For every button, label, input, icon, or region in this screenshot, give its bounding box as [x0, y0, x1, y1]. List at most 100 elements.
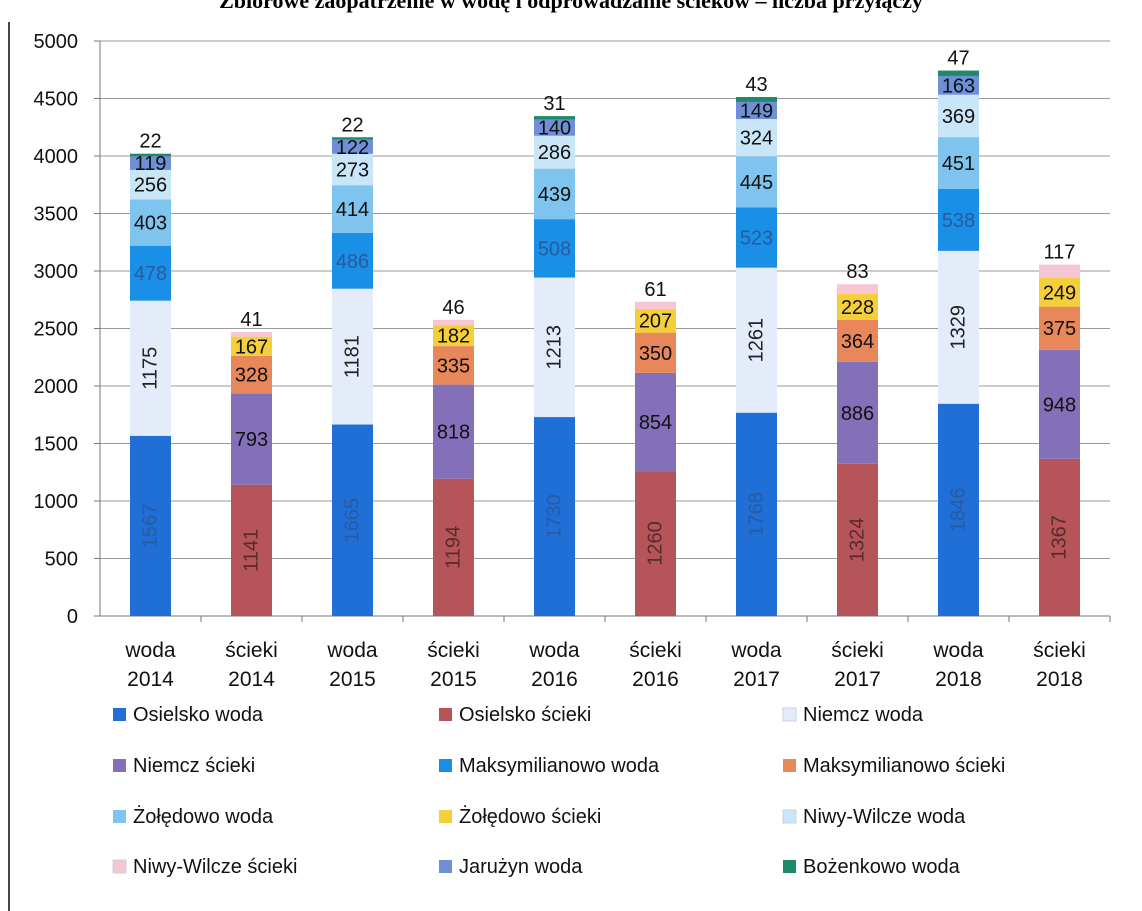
data-label: 1567	[140, 504, 162, 549]
bar-segment	[332, 288, 373, 425]
bar-segment	[837, 361, 878, 464]
bar-segment	[332, 139, 373, 154]
legend-label: Niemcz ścieki	[133, 755, 255, 777]
bar-segment	[1039, 349, 1080, 459]
bar-segment	[736, 156, 777, 208]
bar-segment	[1039, 278, 1080, 307]
bar-segment	[231, 355, 272, 394]
legend-label: Żołędowo ścieki	[459, 805, 601, 828]
bar-segment	[1039, 458, 1080, 616]
x-tick-label: 2014	[127, 668, 174, 691]
x-tick-label: woda	[528, 639, 580, 662]
data-label: 324	[740, 128, 773, 150]
bar-segment	[534, 219, 575, 278]
data-label: 350	[639, 343, 672, 365]
x-tick-label: ścieki	[629, 639, 682, 662]
data-label: 1175	[140, 347, 162, 390]
legend-label: Bożenkowo woda	[803, 856, 961, 878]
data-label: 854	[639, 412, 672, 434]
data-label: 369	[942, 106, 975, 128]
bar-segment	[130, 153, 171, 157]
data-label: 43	[745, 74, 767, 96]
bar-segment	[433, 319, 474, 326]
bar-segment	[332, 153, 373, 186]
bar-segment	[534, 277, 575, 418]
bar-segment	[231, 336, 272, 356]
data-label: 207	[639, 311, 672, 333]
data-label: 119	[135, 153, 167, 175]
x-tick-label: ścieki	[427, 639, 480, 662]
bar-segment	[1039, 264, 1080, 279]
bar-segment	[332, 185, 373, 233]
x-tick-label: 2015	[329, 668, 376, 691]
bar-segment	[231, 484, 272, 616]
data-label: 1324	[847, 518, 869, 563]
bar-segment	[938, 250, 979, 404]
y-tick-label: 3000	[34, 261, 79, 283]
data-label: 1665	[342, 498, 364, 543]
data-label: 83	[846, 261, 868, 283]
bar-segment	[837, 319, 878, 362]
data-label: 1261	[746, 318, 768, 363]
data-label: 117	[1044, 242, 1076, 264]
data-label: 523	[740, 228, 773, 250]
legend-swatch	[439, 860, 452, 873]
data-label: 948	[1043, 394, 1076, 416]
bar-segment	[332, 424, 373, 616]
data-label: 793	[235, 429, 268, 451]
bar-segment	[130, 435, 171, 616]
data-label: 1141	[241, 529, 263, 572]
legend-label: Niwy-Wilcze woda	[803, 806, 966, 828]
legend-swatch	[439, 759, 452, 772]
data-label: 167	[235, 336, 268, 358]
y-tick-label: 3500	[34, 204, 79, 226]
x-tick-label: woda	[124, 639, 176, 662]
y-tick-label: 1500	[34, 434, 79, 456]
bar-segment	[433, 325, 474, 347]
data-label: 375	[1043, 318, 1076, 340]
data-label: 228	[841, 297, 874, 319]
data-label: 47	[947, 48, 969, 70]
x-tick-label: woda	[932, 639, 984, 662]
data-label: 328	[235, 365, 268, 387]
bar-segment	[736, 119, 777, 157]
legend-swatch	[113, 708, 126, 721]
data-label: 46	[442, 297, 464, 319]
y-tick-label: 1000	[34, 491, 79, 513]
data-label: 403	[134, 213, 167, 235]
data-label: 31	[543, 93, 565, 115]
x-tick-label: woda	[326, 639, 378, 662]
data-label: 886	[841, 403, 874, 425]
bar-segment	[736, 97, 777, 102]
bar-segment	[130, 245, 171, 301]
legend-label: Niwy-Wilcze ścieki	[133, 856, 297, 878]
data-label: 1194	[443, 526, 465, 569]
bar-segment	[938, 94, 979, 138]
data-label: 122	[336, 137, 369, 159]
x-tick-label: 2017	[834, 668, 881, 691]
bar-segment	[130, 199, 171, 246]
legend-label: Osielsko ścieki	[459, 704, 591, 726]
data-label: 1768	[746, 492, 768, 537]
data-label: 508	[538, 238, 571, 260]
y-tick-label: 4500	[34, 89, 79, 111]
bar-segment	[938, 137, 979, 190]
bar-segment	[938, 70, 979, 76]
bar-segment	[130, 156, 171, 170]
bar-segment	[433, 478, 474, 616]
data-label: 439	[538, 184, 571, 206]
bar-segment	[231, 331, 272, 337]
data-label: 182	[437, 326, 470, 348]
data-label: 1367	[1049, 515, 1071, 560]
data-label: 486	[336, 251, 369, 273]
x-tick-label: 2018	[935, 668, 982, 691]
legend-swatch	[782, 809, 797, 824]
data-label: 1213	[544, 325, 566, 370]
data-label: 286	[538, 142, 571, 164]
legend-swatch	[782, 707, 797, 722]
legend-swatch	[783, 759, 796, 772]
y-tick-label: 2000	[34, 376, 79, 398]
bar-segment	[534, 135, 575, 169]
data-label: 61	[644, 279, 666, 301]
